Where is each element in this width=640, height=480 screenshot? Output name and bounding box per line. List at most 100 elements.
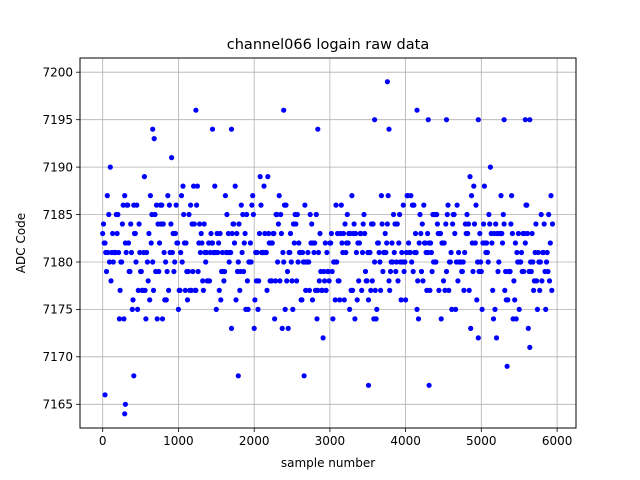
data-point <box>269 240 275 246</box>
data-point <box>159 316 166 322</box>
data-point <box>386 126 392 132</box>
data-point <box>345 240 351 246</box>
data-point <box>276 193 282 199</box>
data-point <box>535 249 541 256</box>
data-point <box>415 278 421 284</box>
data-point <box>197 221 203 227</box>
data-point <box>322 240 328 246</box>
data-point <box>208 230 214 237</box>
data-point <box>421 202 427 208</box>
data-point <box>269 278 275 284</box>
data-point <box>289 278 295 284</box>
data-point <box>493 221 499 227</box>
data-point <box>501 221 507 227</box>
data-point <box>284 278 290 284</box>
data-point <box>377 259 383 265</box>
data-point <box>537 287 543 293</box>
data-point <box>504 363 510 369</box>
data-point <box>119 221 125 227</box>
data-point <box>450 221 456 227</box>
data-point <box>106 211 112 218</box>
x-tick-label: 5000 <box>466 434 497 448</box>
data-point <box>344 211 350 218</box>
data-point <box>333 202 339 208</box>
data-point <box>337 297 343 303</box>
data-point <box>152 211 158 218</box>
data-point <box>343 249 349 256</box>
data-point <box>456 249 462 256</box>
data-point <box>169 249 175 256</box>
data-point <box>200 278 206 284</box>
data-point <box>175 306 181 312</box>
data-point <box>549 287 555 293</box>
data-point <box>505 297 511 303</box>
data-point <box>546 211 552 218</box>
data-point <box>380 268 386 275</box>
data-point <box>441 240 447 246</box>
y-tick-label: 7170 <box>42 350 73 364</box>
data-point <box>349 193 355 199</box>
data-point <box>190 268 196 275</box>
data-point <box>451 211 457 218</box>
data-point <box>173 202 179 208</box>
data-point <box>436 287 442 293</box>
data-point <box>399 249 405 256</box>
data-point <box>328 230 334 237</box>
data-point <box>340 230 347 237</box>
data-point <box>182 287 188 293</box>
data-point <box>159 202 165 208</box>
data-point <box>231 240 238 246</box>
data-point <box>147 297 153 303</box>
data-point <box>401 268 407 275</box>
data-point <box>321 268 327 275</box>
data-point <box>547 240 553 246</box>
data-point <box>354 297 360 303</box>
data-point <box>150 126 156 132</box>
data-point <box>524 202 530 208</box>
data-point <box>228 249 234 256</box>
data-point <box>104 193 110 199</box>
data-point <box>414 107 420 113</box>
data-point <box>135 306 141 312</box>
data-point <box>256 278 262 284</box>
data-point <box>406 240 412 246</box>
data-point <box>508 221 514 227</box>
data-point <box>191 183 197 189</box>
data-point <box>279 325 285 331</box>
data-point <box>493 335 500 341</box>
data-point <box>543 306 549 312</box>
data-point <box>362 268 369 275</box>
data-point <box>540 249 547 256</box>
data-point <box>264 287 270 293</box>
data-point <box>217 230 223 237</box>
data-point <box>145 278 151 284</box>
data-point <box>131 373 137 379</box>
data-point <box>251 325 257 331</box>
data-point <box>443 268 450 275</box>
data-point <box>151 136 157 142</box>
data-point <box>364 278 370 284</box>
data-point <box>121 316 127 322</box>
data-point <box>183 240 189 246</box>
data-point <box>384 240 390 246</box>
data-point <box>181 211 187 218</box>
data-point <box>282 306 288 312</box>
data-point <box>245 306 251 312</box>
data-point <box>549 221 556 227</box>
data-point <box>398 297 404 303</box>
data-point <box>470 268 476 275</box>
data-point <box>385 193 391 199</box>
data-point <box>122 401 128 407</box>
data-point <box>419 221 425 227</box>
data-point <box>169 155 175 161</box>
data-point <box>459 268 465 275</box>
data-point <box>281 259 287 265</box>
data-point <box>284 268 291 275</box>
data-point <box>147 193 153 199</box>
data-point <box>320 335 326 341</box>
data-point <box>237 287 243 293</box>
data-point <box>467 174 473 180</box>
data-point <box>129 306 135 312</box>
data-point <box>193 107 199 113</box>
data-point <box>543 259 550 265</box>
